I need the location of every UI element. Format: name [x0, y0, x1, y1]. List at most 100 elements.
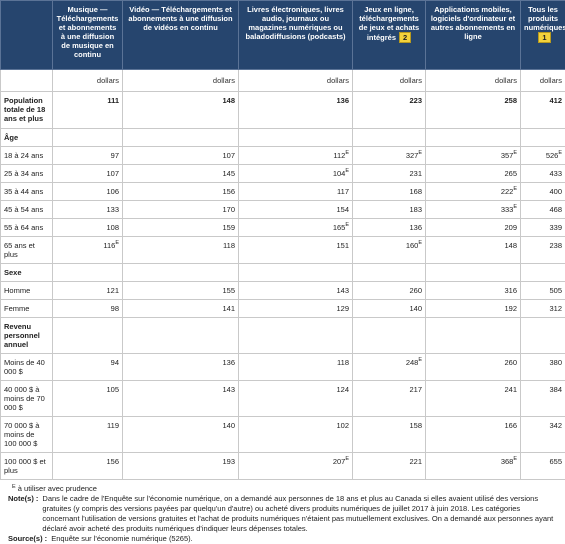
- cell-value: 107: [222, 151, 235, 160]
- cell-value: 111: [107, 96, 119, 105]
- footnote-badge[interactable]: 2: [399, 32, 411, 43]
- value-cell: 98: [53, 300, 123, 318]
- value-cell: 129: [239, 300, 353, 318]
- cell-value: 156: [106, 457, 119, 466]
- value-cell: 265: [426, 165, 521, 183]
- empty-cell: [521, 318, 565, 354]
- cell-value: 265: [504, 169, 517, 178]
- cell-value: 339: [549, 223, 562, 232]
- cell-value: 165: [333, 223, 346, 232]
- units-corner: [1, 70, 53, 92]
- empty-cell: [123, 264, 239, 282]
- cell-flag: E: [115, 240, 119, 246]
- cell-value: 217: [409, 385, 422, 394]
- row-label: Homme: [1, 282, 53, 300]
- cell-value: 98: [111, 304, 119, 313]
- unit-label: dollars: [353, 70, 426, 92]
- value-cell: 156: [123, 183, 239, 201]
- value-cell: 468: [521, 201, 565, 219]
- cell-value: 384: [549, 385, 562, 394]
- value-cell: 412: [521, 92, 565, 129]
- cell-value: 155: [222, 286, 235, 295]
- footnote-badge[interactable]: 1: [538, 32, 550, 43]
- cell-value: 207: [333, 457, 346, 466]
- value-cell: 231: [353, 165, 426, 183]
- section-row: Revenu personnel annuel: [1, 318, 565, 354]
- section-title: Âge: [1, 129, 53, 147]
- cell-value: 333: [501, 205, 514, 214]
- value-cell: 124: [239, 381, 353, 417]
- value-cell: 160E: [353, 237, 426, 264]
- value-cell: 143: [123, 381, 239, 417]
- cell-flag: E: [418, 150, 422, 156]
- note-label: Note(s) :: [8, 494, 42, 534]
- column-header: Livres électroniques, livres audio, jour…: [239, 1, 353, 70]
- value-cell: 121: [53, 282, 123, 300]
- unit-label: dollars: [521, 70, 565, 92]
- value-cell: 316: [426, 282, 521, 300]
- cell-value: 400: [549, 187, 562, 196]
- row-label: 45 à 54 ans: [1, 201, 53, 219]
- cell-value: 94: [111, 358, 119, 367]
- cell-value: 258: [504, 96, 517, 105]
- value-cell: 107: [53, 165, 123, 183]
- empty-cell: [426, 264, 521, 282]
- value-cell: 107: [123, 147, 239, 165]
- value-cell: 104E: [239, 165, 353, 183]
- row-label: 100 000 $ et plus: [1, 453, 53, 480]
- value-cell: 183: [353, 201, 426, 219]
- section-title: Revenu personnel annuel: [1, 318, 53, 354]
- cell-value: 136: [409, 223, 422, 232]
- cell-flag: E: [345, 168, 349, 174]
- value-cell: 312: [521, 300, 565, 318]
- cell-flag: E: [345, 222, 349, 228]
- value-cell: 380: [521, 354, 565, 381]
- value-cell: 193: [123, 453, 239, 480]
- value-cell: 119: [53, 417, 123, 453]
- value-cell: 156: [53, 453, 123, 480]
- cell-value: 143: [222, 385, 235, 394]
- row-label: Moins de 40 000 $: [1, 354, 53, 381]
- cell-value: 238: [549, 241, 562, 250]
- value-cell: 327E: [353, 147, 426, 165]
- empty-cell: [521, 264, 565, 282]
- cell-value: 221: [409, 457, 422, 466]
- cell-value: 148: [222, 96, 235, 105]
- row-label: Population totale de 18 ans et plus: [1, 92, 53, 129]
- cell-value: 129: [336, 304, 349, 313]
- value-cell: 141: [123, 300, 239, 318]
- value-cell: 222E: [426, 183, 521, 201]
- cell-value: 160: [406, 241, 419, 250]
- total-row: Population totale de 18 ans et plus 111 14…: [1, 92, 565, 129]
- row-label: 40 000 $ à moins de 70 000 $: [1, 381, 53, 417]
- cell-value: 151: [336, 241, 349, 250]
- value-cell: 145: [123, 165, 239, 183]
- column-header: Applications mobiles, logiciels d'ordina…: [426, 1, 521, 70]
- cell-value: 102: [336, 421, 349, 430]
- section-row: Sexe: [1, 264, 565, 282]
- column-label: Livres électroniques, livres audio, jour…: [245, 5, 345, 41]
- unit-label: dollars: [53, 70, 123, 92]
- section-row: Âge: [1, 129, 565, 147]
- value-cell: 368E: [426, 453, 521, 480]
- value-cell: 209: [426, 219, 521, 237]
- cell-value: 116: [103, 241, 115, 250]
- cell-value: 260: [504, 358, 517, 367]
- cell-value: 260: [409, 286, 422, 295]
- cell-flag: E: [418, 240, 422, 246]
- value-cell: 94: [53, 354, 123, 381]
- value-cell: 433: [521, 165, 565, 183]
- empty-cell: [53, 264, 123, 282]
- note-row: Note(s) :Dans le cadre de l'Enquête sur …: [8, 494, 557, 534]
- value-cell: 151: [239, 237, 353, 264]
- value-cell: 217: [353, 381, 426, 417]
- cell-value: 505: [549, 286, 562, 295]
- empty-cell: [239, 264, 353, 282]
- cell-value: 231: [409, 169, 422, 178]
